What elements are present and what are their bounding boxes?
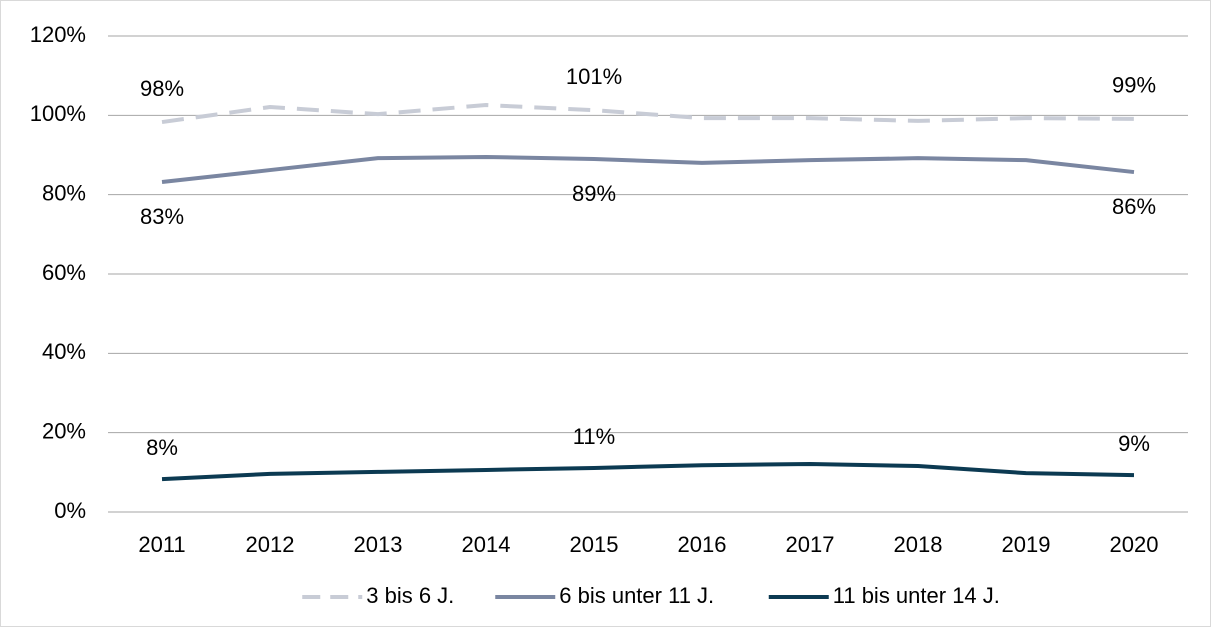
data-label: 9%: [1118, 431, 1150, 456]
x-tick-label: 2011: [138, 532, 185, 557]
data-label: 99%: [1112, 73, 1156, 98]
x-tick-label: 2020: [1110, 532, 1159, 557]
x-tick-label: 2014: [462, 532, 511, 557]
legend-label: 11 bis unter 14 J.: [833, 583, 1000, 608]
y-tick-label: 80%: [42, 180, 86, 205]
line-series: [161, 103, 1135, 125]
x-tick-label: 2016: [678, 532, 727, 557]
legend-label: 3 bis 6 J.: [366, 583, 454, 608]
data-label: 83%: [140, 204, 184, 229]
data-label: 11%: [573, 424, 615, 449]
data-label: 86%: [1112, 194, 1156, 219]
data-label: 98%: [140, 76, 184, 101]
x-tick-label: 2012: [246, 532, 295, 557]
line-series: [161, 154, 1135, 184]
x-tick-label: 2017: [786, 532, 835, 557]
data-label: 8%: [146, 435, 178, 460]
x-tick-label: 2013: [354, 532, 403, 557]
x-tick-label: 2018: [894, 532, 943, 557]
y-tick-label: 40%: [42, 339, 86, 364]
y-tick-label: 0%: [54, 498, 86, 523]
x-tick-label: 2015: [570, 532, 619, 557]
data-label: 89%: [572, 181, 616, 206]
y-tick-label: 100%: [30, 101, 86, 126]
y-tick-label: 20%: [42, 418, 86, 443]
data-label: 101%: [566, 64, 622, 89]
legend-label: 6 bis unter 11 J.: [559, 583, 714, 608]
y-tick-label: 120%: [30, 22, 86, 47]
y-tick-label: 60%: [42, 260, 86, 285]
line-series: [161, 462, 1135, 482]
x-tick-label: 2019: [1002, 532, 1051, 557]
